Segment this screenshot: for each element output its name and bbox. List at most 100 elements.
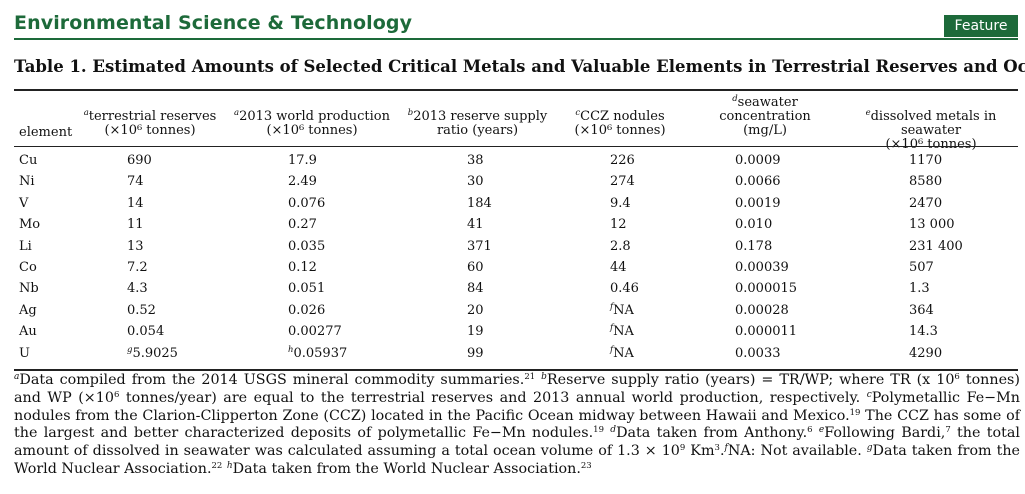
cell-ccz: 2.8 <box>610 236 631 257</box>
cell-value: 9.4 <box>610 195 631 211</box>
cell-value: 0.026 <box>288 302 326 318</box>
footnote-mark: g <box>127 344 133 355</box>
table-row: Au 0.054 0.00277 19 fNA 0.000011 14.3 <box>0 321 1025 342</box>
table-row: Ag 0.52 0.026 20 fNA 0.00028 364 <box>0 300 1025 321</box>
cell-value: 0.05937 <box>293 345 348 361</box>
cell-value: 0.00028 <box>735 302 789 318</box>
footnote-text: Polymetallic Fe−Mn nodules from the Clar… <box>14 389 1021 424</box>
cell-production: h0.05937 <box>288 343 347 364</box>
footnote-text: Data compiled from the 2014 USGS mineral… <box>19 372 525 388</box>
cell-seawater: 0.0019 <box>735 193 781 214</box>
cell-value: 4.3 <box>127 281 148 297</box>
exponent: 6 <box>113 389 120 400</box>
cell-element: V <box>19 193 28 214</box>
footnote-text: the total amount of dissolved in seawate… <box>14 425 1020 460</box>
cell-value: NA <box>613 345 634 361</box>
cell-value: 17.9 <box>288 153 317 168</box>
footnote-text: . <box>719 443 725 460</box>
cell-ratio: 84 <box>467 278 484 299</box>
cell-ratio: 19 <box>467 321 484 342</box>
cell-value: 11 <box>127 217 144 233</box>
cell-value: Ni <box>19 174 35 190</box>
cell-element: Ag <box>19 300 37 321</box>
footnote-mark: a <box>83 108 89 118</box>
cell-value: 0.0066 <box>735 174 781 190</box>
cell-production: 0.026 <box>288 300 325 321</box>
table-row: Ni 74 2.49 30 274 0.0066 8580 <box>0 171 1025 192</box>
footnote-mark: f <box>610 301 614 312</box>
cell-ccz: fNA <box>610 321 634 342</box>
cell-production: 17.9 <box>288 150 317 171</box>
cell-ratio: 184 <box>467 193 492 214</box>
cell-value: 0.010 <box>735 217 773 233</box>
col-header-unit: (×10⁶ tonnes) <box>574 123 666 138</box>
cell-element: U <box>19 343 30 364</box>
cell-dissolved: 1170 <box>909 150 942 171</box>
footnote-text: Following Bardi, <box>824 425 946 442</box>
footnote-e: eFollowing Bardi,7 the total amount of d… <box>14 425 1020 459</box>
cell-seawater: 0.000011 <box>735 321 797 342</box>
table-bottom-rule <box>14 369 1018 371</box>
cell-value: 0.051 <box>288 281 326 297</box>
cell-value: 41 <box>467 217 484 233</box>
cell-seawater: 0.178 <box>735 236 772 257</box>
cell-dissolved: 8580 <box>909 171 942 192</box>
cell-value: V <box>19 195 29 211</box>
table-row: Mo 11 0.27 41 12 0.010 13 000 <box>0 214 1025 235</box>
table-header-rule <box>14 146 1018 147</box>
col-header-label: 2013 world production <box>239 109 390 124</box>
cell-seawater: 0.00028 <box>735 300 789 321</box>
cell-value: 0.035 <box>288 238 326 254</box>
cell-value: 0.054 <box>127 324 165 340</box>
citation-ref: 23 <box>580 460 592 471</box>
cell-reserves: 13 <box>127 236 144 257</box>
table-row: V 14 0.076 184 9.4 0.0019 2470 <box>0 193 1025 214</box>
cell-ccz: 12 <box>610 214 627 235</box>
cell-value: 690 <box>127 153 152 168</box>
col-header-unit: (×10⁶ tonnes) <box>885 137 977 152</box>
exponent: 9 <box>679 443 686 454</box>
cell-dissolved: 2470 <box>909 193 942 214</box>
citation-ref: 19 <box>849 407 861 418</box>
cell-value: 0.178 <box>735 238 773 254</box>
cell-value: 4290 <box>909 345 943 361</box>
cell-ratio: 371 <box>467 236 492 257</box>
cell-ratio: 30 <box>467 171 484 192</box>
cell-element: Nb <box>19 278 39 299</box>
citation-ref: 22 <box>211 460 223 471</box>
journal-header: Environmental Science & Technology Featu… <box>0 0 1025 42</box>
cell-reserves: 0.054 <box>127 321 164 342</box>
footnote-h: hData taken from the World Nuclear Assoc… <box>227 461 592 477</box>
cell-value: 226 <box>610 153 635 168</box>
col-header-seawater: dseawater concentration (mg/L) <box>700 95 830 138</box>
cell-reserves: 11 <box>127 214 144 235</box>
footnote-text: Reserve supply ratio (years) = TR/WP; wh… <box>546 372 955 388</box>
col-header-element: element <box>19 126 72 140</box>
cell-value: 13 <box>127 238 144 254</box>
cell-seawater: 0.0033 <box>735 343 781 364</box>
footnote-mark: c <box>575 108 581 118</box>
col-header-reserves: aterrestrial reserves (×10⁶ tonnes) <box>80 108 220 138</box>
footnote-text: Km <box>685 443 715 460</box>
cell-reserves: 0.52 <box>127 300 156 321</box>
cell-value: Li <box>19 238 32 254</box>
footnote-mark: h <box>226 460 233 471</box>
cell-value: 0.27 <box>288 217 317 233</box>
cell-value: 231 400 <box>909 238 963 254</box>
cell-value: 20 <box>467 302 484 318</box>
cell-element: Ni <box>19 171 35 192</box>
cell-value: 0.52 <box>127 302 156 318</box>
citation-ref: 7 <box>945 425 951 436</box>
col-header-unit: (×10⁶ tonnes) <box>266 123 358 138</box>
cell-value: 1.3 <box>909 281 930 297</box>
cell-ccz: 0.46 <box>610 278 639 299</box>
cell-value: 0.00039 <box>735 260 789 275</box>
cell-value: 0.000015 <box>735 281 798 297</box>
cell-ccz: fNA <box>610 300 634 321</box>
footnote-mark: h <box>288 344 294 355</box>
cell-element: Li <box>19 236 32 257</box>
col-header-unit: (mg/L) <box>743 123 787 138</box>
header-rule <box>14 38 1018 40</box>
footnote-text: Data taken from the World Nuclear Associ… <box>232 460 581 477</box>
cell-reserves: g5.9025 <box>127 343 178 364</box>
